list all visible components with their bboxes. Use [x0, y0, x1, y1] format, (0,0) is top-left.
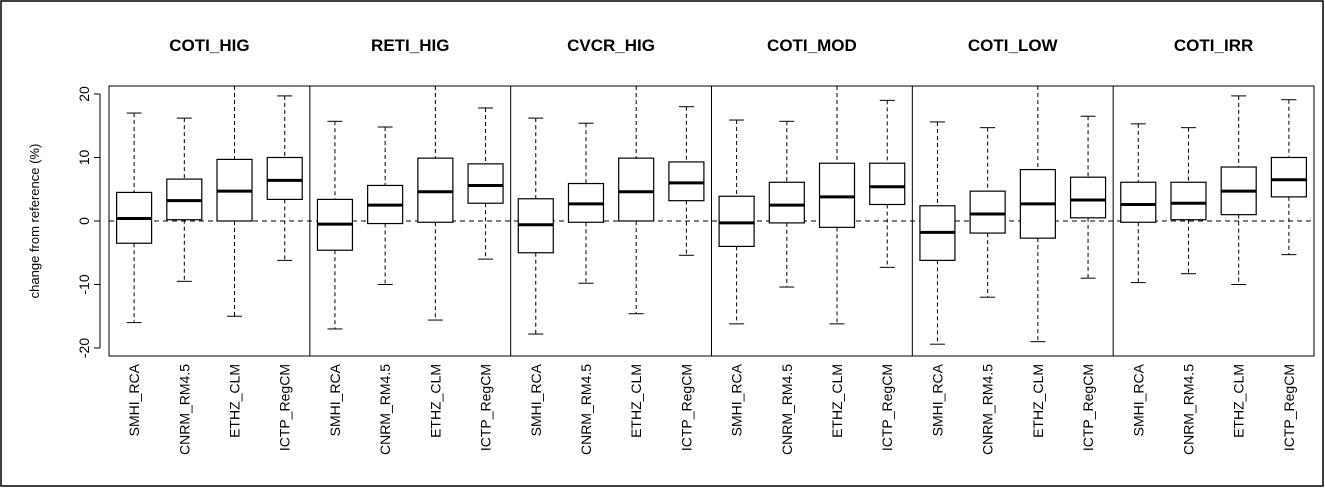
box-COTI_LOW-ETHZ_CLM	[1019, 86, 1056, 343]
box-CVCR_HIG-CNRM_RM4.5	[567, 122, 605, 284]
iqr-box	[1270, 156, 1307, 198]
box-COTI_LOW-CNRM_RM4.5	[969, 127, 1006, 298]
box-COTI_HIG-ICTP_RegCM	[266, 95, 303, 261]
box-CVCR_HIG-ETHZ_CLM	[618, 86, 655, 315]
box-COTI_HIG-SMHI_RCA	[116, 112, 153, 324]
panel-title: COTI_IRR	[1174, 36, 1253, 55]
iqr-box	[969, 190, 1006, 234]
category-label: ICTP_RegCM	[1281, 364, 1297, 451]
box-COTI_HIG-ETHZ_CLM	[216, 86, 253, 317]
category-label: ICTP_RegCM	[478, 364, 494, 451]
box-COTI_LOW-SMHI_RCA	[919, 121, 956, 345]
box-RETI_HIG-CNRM_RM4.5	[367, 126, 404, 285]
y-axis-label: change from reference (%)	[27, 144, 42, 299]
category-label: CNRM_RM4.5	[176, 364, 192, 455]
category-label: SMHI_RCA	[528, 363, 544, 436]
y-tick-label: -10	[76, 274, 92, 294]
box-CVCR_HIG-ICTP_RegCM	[668, 106, 705, 256]
box-CVCR_HIG-SMHI_RCA	[517, 117, 554, 335]
panel-separators	[309, 86, 1114, 356]
category-label: CNRM_RM4.5	[779, 364, 795, 455]
box-COTI_MOD-ICTP_RegCM	[869, 99, 906, 268]
iqr-box	[768, 181, 805, 224]
iqr-box	[668, 161, 705, 202]
iqr-box	[618, 157, 655, 222]
iqr-box	[1170, 181, 1207, 221]
category-label: SMHI_RCA	[126, 363, 142, 436]
iqr-box	[1120, 181, 1157, 223]
y-tick-label: 10	[76, 150, 92, 166]
iqr-box	[869, 162, 906, 206]
iqr-box	[718, 195, 755, 248]
iqr-box	[266, 156, 303, 201]
box-COTI_MOD-CNRM_RM4.5	[768, 120, 805, 288]
iqr-box	[467, 163, 504, 204]
panel-titles: COTI_HIG RETI_HIG CVCR_HIG COTI_MOD COTI_LOW…	[169, 36, 1253, 55]
y-tick-label: 0	[76, 217, 92, 225]
iqr-box	[818, 162, 856, 228]
y-tick-label: 20	[76, 86, 92, 102]
category-label: SMHI_RCA	[929, 363, 945, 436]
iqr-box	[1069, 176, 1107, 219]
box-COTI_IRR-SMHI_RCA	[1120, 123, 1157, 284]
category-label: ETHZ_CLM	[829, 364, 845, 438]
category-label: CNRM_RM4.5	[980, 364, 996, 455]
panel-title: COTI_LOW	[968, 36, 1059, 55]
category-label: ETHZ_CLM	[427, 364, 443, 438]
iqr-box	[417, 157, 454, 223]
category-label: CNRM_RM4.5	[1180, 364, 1196, 455]
box-RETI_HIG-ICTP_RegCM	[467, 107, 504, 260]
category-label: CNRM_RM4.5	[377, 364, 393, 455]
category-label: ICTP_RegCM	[879, 364, 895, 451]
box-COTI_MOD-ETHZ_CLM	[818, 86, 856, 325]
y-axis: -20 -10 0 10 20	[76, 86, 101, 358]
category-label: ICTP_RegCM	[1080, 364, 1096, 451]
box-COTI_IRR-ETHZ_CLM	[1220, 95, 1257, 285]
box-COTI_IRR-ICTP_RegCM	[1270, 99, 1307, 256]
category-label: ETHZ_CLM	[1030, 364, 1046, 438]
category-label: SMHI_RCA	[1130, 363, 1146, 436]
box-COTI_IRR-CNRM_RM4.5	[1170, 127, 1207, 275]
box-RETI_HIG-ETHZ_CLM	[417, 86, 454, 321]
box-COTI_HIG-CNRM_RM4.5	[166, 117, 203, 282]
box-COTI_LOW-ICTP_RegCM	[1069, 115, 1107, 279]
panel-title: RETI_HIG	[371, 36, 449, 55]
category-label: ICTP_RegCM	[277, 364, 293, 451]
box-RETI_HIG-SMHI_RCA	[316, 120, 354, 330]
category-label: ETHZ_CLM	[628, 364, 644, 438]
x-axis-labels: SMHI_RCA CNRM_RM4.5 ETHZ_CLM ICTP_RegCM SMHI…	[126, 363, 1297, 455]
box-COTI_MOD-SMHI_RCA	[718, 119, 755, 325]
y-tick-label: -20	[76, 338, 92, 358]
category-label: ETHZ_CLM	[1231, 364, 1247, 438]
box-series	[116, 86, 1307, 345]
panel-title: CVCR_HIG	[567, 36, 655, 55]
category-label: SMHI_RCA	[327, 363, 343, 436]
panel-title: COTI_MOD	[767, 36, 857, 55]
category-label: CNRM_RM4.5	[578, 364, 594, 455]
category-label: ETHZ_CLM	[227, 364, 243, 438]
category-label: ICTP_RegCM	[678, 364, 694, 451]
category-label: SMHI_RCA	[729, 363, 745, 436]
panel-title: COTI_HIG	[169, 36, 249, 55]
